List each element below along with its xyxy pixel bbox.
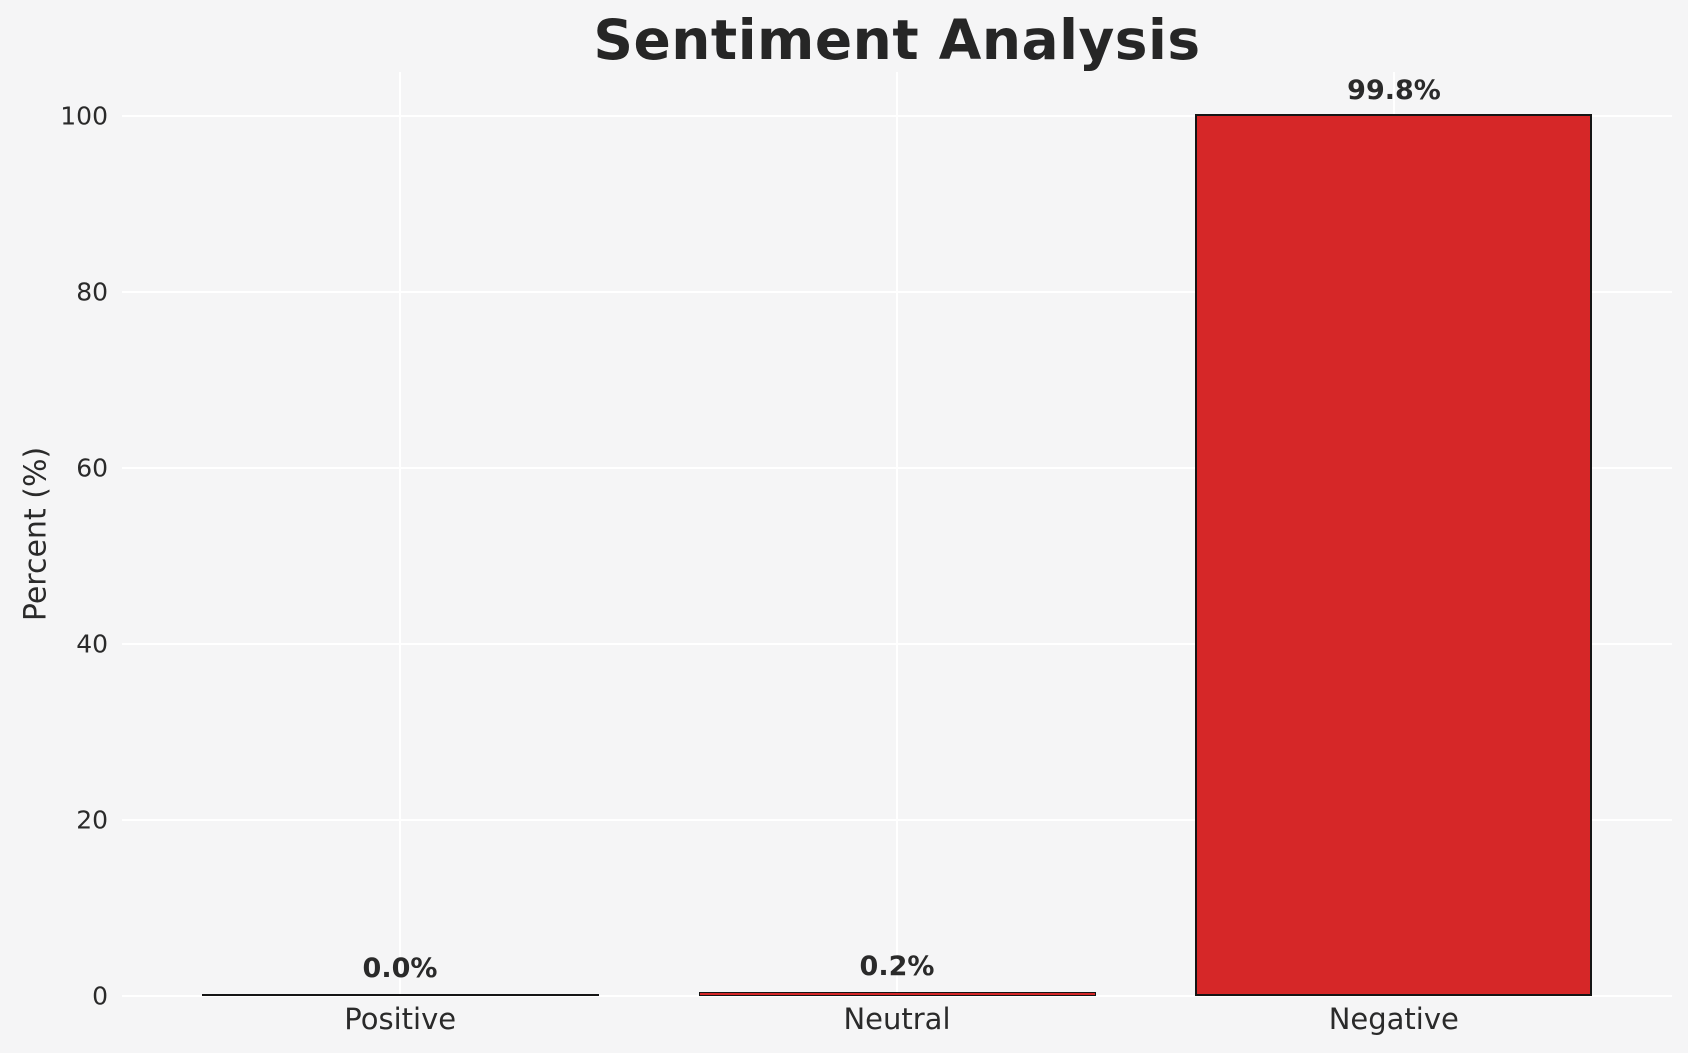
bar-value-label: 0.0%	[362, 953, 438, 984]
bar-value-label: 99.8%	[1347, 75, 1441, 106]
plot-area: 0.0% 0.2% 99.8%	[122, 72, 1672, 997]
bar-neutral	[699, 992, 1096, 996]
chart-title: Sentiment Analysis	[593, 8, 1201, 72]
bar-positive	[202, 994, 599, 996]
bar-value-label: 0.2%	[859, 951, 935, 982]
y-tick-label: 80	[76, 277, 108, 307]
y-tick-label: 20	[76, 805, 108, 835]
gridline-horizontal	[122, 995, 1672, 997]
y-tick-label: 60	[76, 453, 108, 483]
x-tick-label-neutral: Neutral	[843, 1002, 951, 1036]
x-tick-label-positive: Positive	[344, 1002, 457, 1036]
gridline-vertical	[896, 72, 898, 996]
y-tick-label: 0	[92, 981, 108, 1011]
y-tick-label: 40	[76, 629, 108, 659]
bar-negative	[1195, 114, 1592, 996]
gridline-vertical	[399, 72, 402, 996]
x-tick-label-negative: Negative	[1328, 1002, 1459, 1036]
y-tick-label: 100	[60, 101, 108, 131]
